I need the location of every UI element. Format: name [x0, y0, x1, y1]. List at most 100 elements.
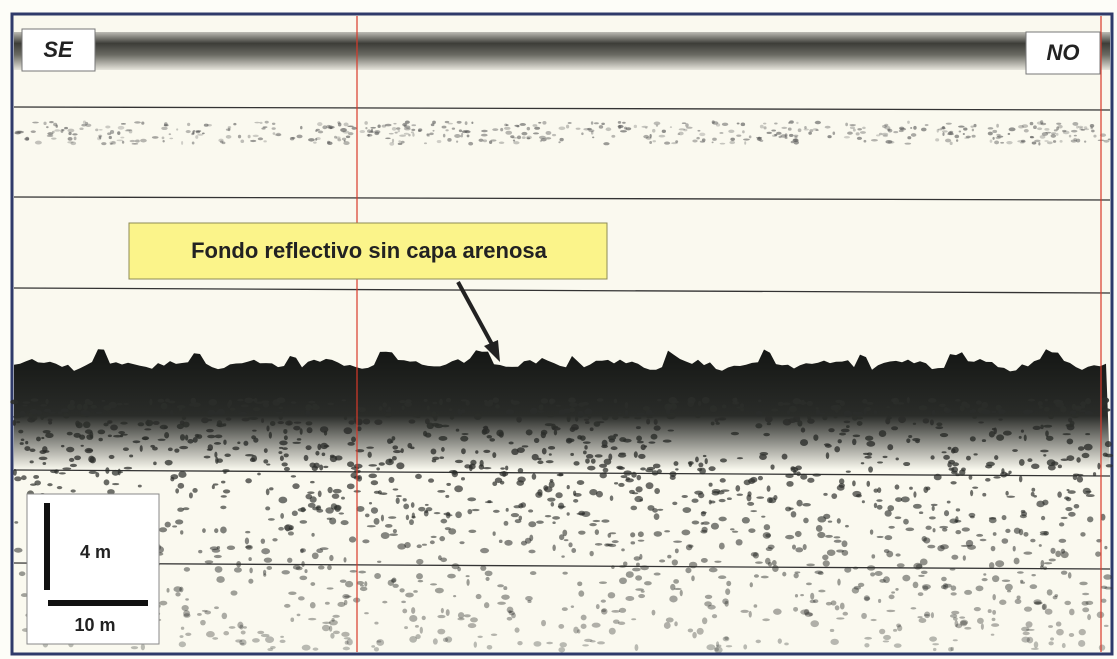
speckle-dot: [919, 618, 927, 623]
speckle-dot: [298, 596, 305, 600]
speckle-dot: [234, 567, 242, 572]
speckle-dot: [79, 435, 85, 440]
speckle-dot: [940, 433, 948, 437]
speckle-dot: [893, 629, 897, 632]
speckle-dot: [991, 623, 999, 627]
speckle-dot: [927, 545, 935, 549]
speckle-dot: [1048, 641, 1053, 645]
speckle-dot: [333, 631, 340, 635]
speckle-dot: [697, 628, 704, 635]
speckle-dot: [324, 431, 327, 436]
speckle-dot: [212, 485, 215, 489]
speckle-dot: [913, 504, 922, 509]
speckle-dot: [662, 130, 666, 133]
speckle-dot: [261, 548, 270, 554]
speckle-dot: [725, 588, 730, 595]
speckle-dot: [1000, 472, 1007, 478]
speckle-dot: [573, 499, 578, 503]
speckle-dot: [275, 134, 282, 136]
speckle-dot: [591, 121, 593, 125]
speckle-dot: [728, 130, 734, 133]
speckle-dot: [439, 399, 443, 406]
speckle-dot: [585, 421, 590, 424]
speckle-dot: [325, 602, 330, 605]
speckle-dot: [992, 610, 996, 615]
speckle-dot: [179, 446, 188, 449]
speckle-dot: [758, 399, 761, 402]
speckle-dot: [694, 491, 703, 495]
speckle-dot: [265, 506, 270, 510]
speckle-dot: [518, 468, 523, 473]
speckle-dot: [675, 468, 678, 470]
speckle-dot: [548, 446, 555, 450]
speckle-dot: [47, 135, 54, 137]
speckle-dot: [98, 438, 102, 442]
speckle-dot: [251, 455, 257, 462]
speckle-dot: [712, 491, 720, 495]
speckle-dot: [981, 623, 984, 630]
speckle-dot: [179, 407, 183, 411]
speckle-dot: [623, 561, 627, 566]
speckle-dot: [687, 397, 695, 404]
speckle-dot: [899, 130, 904, 132]
speckle-dot: [897, 402, 905, 405]
speckle-dot: [582, 644, 589, 646]
speckle-dot: [603, 468, 609, 473]
speckle-dot: [374, 647, 379, 651]
speckle-dot: [1045, 609, 1053, 615]
speckle-dot: [445, 121, 450, 123]
speckle-dot: [213, 483, 219, 485]
speckle-dot: [153, 421, 160, 425]
speckle-dot: [532, 473, 537, 479]
speckle-dot: [696, 137, 699, 140]
speckle-dot: [619, 577, 627, 584]
speckle-dot: [982, 493, 986, 497]
speckle-dot: [1079, 582, 1087, 586]
speckle-dot: [24, 446, 30, 451]
speckle-dot: [886, 416, 892, 419]
speckle-dot: [412, 133, 414, 137]
speckle-dot: [506, 409, 515, 415]
speckle-dot: [341, 497, 345, 500]
speckle-dot: [800, 474, 807, 480]
speckle-dot: [1019, 529, 1023, 536]
speckle-dot: [534, 438, 539, 443]
speckle-dot: [1106, 464, 1113, 467]
speckle-dot: [584, 445, 587, 450]
speckle-dot: [726, 645, 732, 647]
speckle-dot: [411, 607, 415, 614]
speckle-dot: [932, 506, 935, 511]
speckle-dot: [989, 517, 996, 520]
speckle-dot: [1030, 539, 1035, 543]
speckle-dot: [13, 416, 21, 419]
speckle-dot: [770, 464, 774, 469]
direction-label: SE: [43, 37, 74, 62]
speckle-dot: [515, 519, 522, 523]
speckle-dot: [308, 618, 316, 621]
speckle-dot: [908, 435, 912, 438]
speckle-dot: [1070, 421, 1075, 426]
speckle-dot: [664, 530, 670, 532]
speckle-dot: [458, 612, 464, 618]
speckle-dot: [422, 616, 426, 620]
speckle-dot: [1066, 489, 1069, 491]
speckle-dot: [842, 540, 848, 547]
speckle-dot: [541, 398, 549, 403]
speckle-dot: [719, 499, 726, 502]
speckle-dot: [817, 516, 826, 522]
speckle-dot: [439, 456, 444, 459]
speckle-dot: [159, 601, 167, 606]
speckle-dot: [870, 529, 873, 534]
speckle-dot: [623, 470, 632, 475]
speckle-dot: [432, 459, 437, 462]
speckle-dot: [911, 133, 916, 137]
speckle-dot: [208, 399, 217, 406]
speckle-dot: [1043, 454, 1046, 456]
speckle-dot: [933, 528, 936, 532]
speckle-dot: [157, 399, 164, 403]
speckle-dot: [585, 458, 590, 463]
speckle-dot: [657, 399, 661, 402]
speckle-dot: [216, 576, 224, 583]
speckle-dot: [730, 138, 735, 141]
speckle-dot: [304, 569, 307, 573]
